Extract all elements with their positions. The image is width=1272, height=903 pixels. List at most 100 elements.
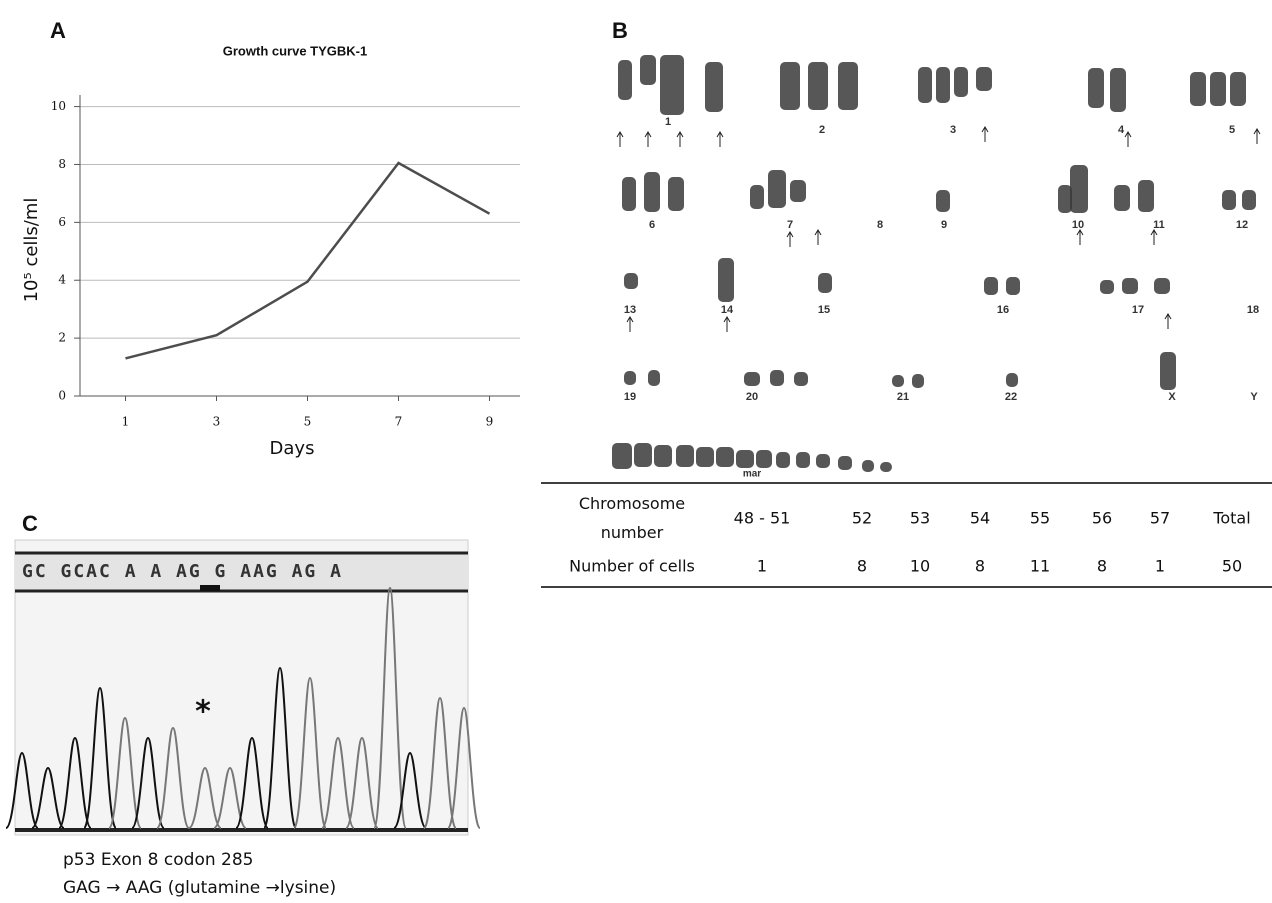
chromosome xyxy=(808,62,828,110)
arrow-head xyxy=(616,131,624,138)
arrow-head xyxy=(723,316,731,323)
table-header: Chromosome number xyxy=(579,494,685,542)
table-header: Total xyxy=(1212,509,1250,528)
arrow-head xyxy=(786,231,794,238)
trace-peak xyxy=(5,751,39,829)
x-tick-label: 5 xyxy=(304,415,312,429)
chromosome xyxy=(1114,185,1130,211)
chromosome xyxy=(790,180,806,202)
chromosome-label: 11 xyxy=(1153,219,1165,231)
y-tick-label: 10 xyxy=(51,99,66,113)
chromosome xyxy=(776,452,790,468)
y-axis-label: 10⁵ cells/ml xyxy=(21,198,42,303)
y-tick-label: 6 xyxy=(58,215,66,229)
chromosome-label: 9 xyxy=(941,219,947,231)
chromosome-label: 7 xyxy=(787,219,793,231)
chromosome-label: 19 xyxy=(624,391,636,403)
chromosome xyxy=(768,170,786,208)
chromosome xyxy=(780,62,800,110)
chromosome xyxy=(770,370,784,386)
chromosome-label: 5 xyxy=(1229,124,1235,136)
panel-label: C xyxy=(22,511,38,536)
base-marker xyxy=(200,585,220,591)
table-cell: 8 xyxy=(857,557,867,576)
chromosome xyxy=(660,55,684,115)
chromosome xyxy=(1006,373,1018,387)
table-header: 56 xyxy=(1092,509,1112,528)
caption: GAG → AAG (glutamine →lysine) xyxy=(63,878,336,898)
table-header: 54 xyxy=(970,509,990,528)
chromosome xyxy=(634,443,652,467)
trace-peak xyxy=(58,736,92,829)
chromosome-label: 6 xyxy=(649,219,655,231)
chromosome-label: 15 xyxy=(818,304,830,316)
chromosome xyxy=(676,445,694,467)
arrow-head xyxy=(814,229,822,236)
trace-peak xyxy=(108,716,142,829)
caption: p53 Exon 8 codon 285 xyxy=(63,850,253,870)
chromosome xyxy=(818,273,832,293)
trace-peak xyxy=(188,766,222,829)
chromosome xyxy=(1122,278,1138,294)
chromosome xyxy=(744,372,760,386)
chromosome xyxy=(838,62,858,110)
sequence-bar xyxy=(15,553,468,591)
table-header-line: number xyxy=(601,523,664,542)
chromosome xyxy=(705,62,723,112)
x-tick-label: 1 xyxy=(122,415,130,429)
table-header: 57 xyxy=(1150,509,1170,528)
marker-label: mar xyxy=(743,469,761,480)
chromosome-label: 20 xyxy=(746,391,758,403)
chromosome xyxy=(612,443,632,469)
table-header: 53 xyxy=(910,509,930,528)
y-tick-label: 2 xyxy=(58,331,66,345)
chromosome-label: 8 xyxy=(877,219,883,231)
panel-label: A xyxy=(50,18,66,43)
trace-peak xyxy=(393,751,427,829)
chromosome xyxy=(654,445,672,467)
chromosome xyxy=(622,177,636,211)
chromosome xyxy=(880,462,892,472)
chromosome-label: 13 xyxy=(624,304,636,316)
arrow-head xyxy=(1164,313,1172,320)
chromosome-label: 22 xyxy=(1005,391,1017,403)
chromosome-label: 14 xyxy=(721,304,734,316)
table-header: 52 xyxy=(852,509,872,528)
table-cell: 8 xyxy=(1097,557,1107,576)
chromosome-label: 12 xyxy=(1236,219,1248,231)
arrow-head xyxy=(1253,128,1261,135)
chromosome xyxy=(624,371,636,385)
chromosome xyxy=(936,190,950,212)
chromosome xyxy=(640,55,656,85)
arrow-head xyxy=(644,131,652,138)
arrow-head xyxy=(716,131,724,138)
x-tick-label: 3 xyxy=(213,415,221,429)
chromosome xyxy=(1110,68,1126,112)
chromosome xyxy=(1242,190,1256,210)
chromosome xyxy=(1160,352,1176,390)
chromosome-label: 10 xyxy=(1072,219,1084,231)
chromosome-label: 18 xyxy=(1247,304,1259,316)
table-header: 55 xyxy=(1030,509,1050,528)
trace-peak xyxy=(447,706,481,829)
x-tick-label: 7 xyxy=(395,415,403,429)
chromosome xyxy=(892,375,904,387)
chromosome xyxy=(1058,185,1072,213)
x-tick-label: 9 xyxy=(486,415,494,429)
y-tick-label: 0 xyxy=(58,389,66,403)
chromosome-label: 3 xyxy=(950,124,956,136)
trace-peak xyxy=(345,736,379,829)
chromosome xyxy=(1088,68,1104,108)
table-header-line: Chromosome xyxy=(579,494,685,513)
chromosome xyxy=(1222,190,1236,210)
arrow-head xyxy=(1076,229,1084,236)
trace-peak xyxy=(423,696,457,829)
chromosome xyxy=(756,450,772,468)
mutation-marker: * xyxy=(195,695,211,730)
trace-peak xyxy=(373,586,407,829)
chromosome xyxy=(644,172,660,212)
trace-peak xyxy=(131,736,165,829)
chromosome-label: 16 xyxy=(997,304,1009,316)
chromosome xyxy=(794,372,808,386)
trace-peak xyxy=(263,666,297,829)
